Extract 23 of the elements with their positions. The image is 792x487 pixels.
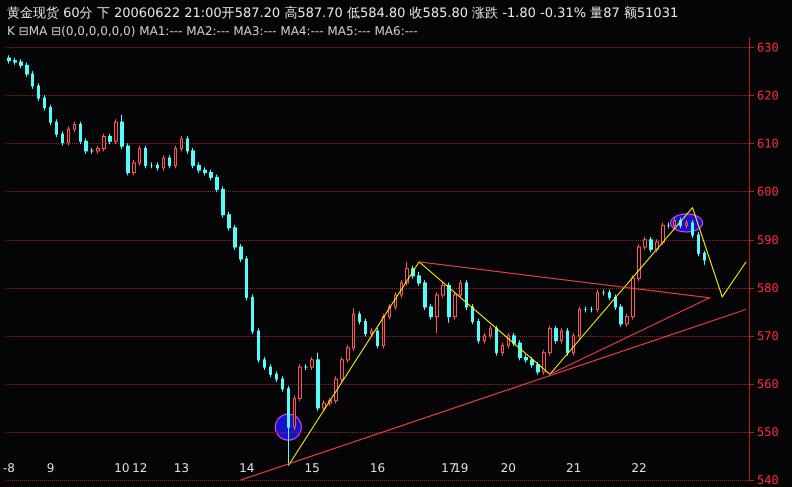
- x-tick-label: 13: [174, 461, 189, 475]
- x-tick-label: 20: [500, 461, 516, 475]
- x-tick-label: 12: [132, 461, 148, 475]
- chart-title: 黄金现货 60分 下 20060622 21:00开587.20 高587.70 低584.80 收585.80 涨跌 -1.80 -0.31% 量87 额51031: [7, 5, 678, 21]
- x-tick-label: 22: [631, 461, 647, 475]
- x-tick-label: -8: [2, 461, 15, 475]
- y-tick-label: 550: [757, 424, 779, 439]
- y-tick-label: 540: [757, 473, 779, 487]
- y-tick-label: 630: [757, 40, 779, 55]
- x-tick-label: 14: [239, 461, 254, 475]
- y-tick-label: 580: [757, 280, 779, 295]
- y-tick-label: 620: [757, 88, 779, 103]
- y-tick-label: 610: [757, 136, 779, 151]
- x-tick-label: 9: [46, 461, 54, 475]
- x-tick-label: 10: [114, 461, 130, 475]
- chart-subtitle: K ⊟MA ⊟(0,0,0,0,0,0) MA1:--- MA2:--- MA3:--- MA4:--- MA5:--- MA6:---: [7, 24, 418, 38]
- y-tick-label: 600: [757, 184, 779, 199]
- y-tick-label: 560: [757, 376, 779, 391]
- x-tick-label: 15: [304, 461, 320, 475]
- y-tick-label: 570: [757, 328, 779, 343]
- y-tick-label: 590: [757, 232, 779, 247]
- x-tick-label: 21: [566, 461, 582, 475]
- x-tick-label: 16: [370, 461, 386, 475]
